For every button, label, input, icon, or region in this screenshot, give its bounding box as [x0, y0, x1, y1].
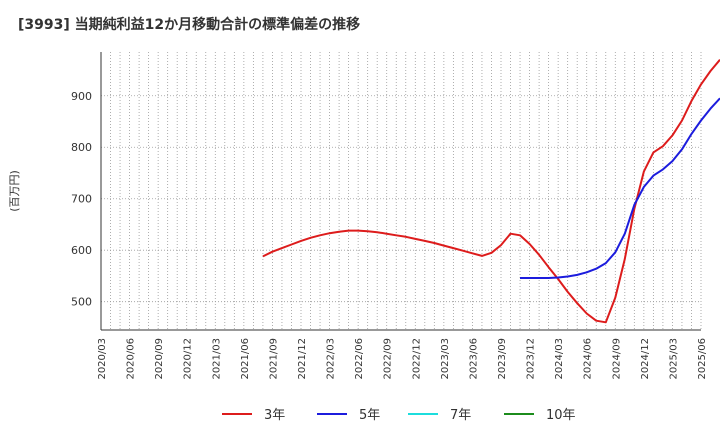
x-tick-label: 2020/09: [154, 338, 165, 380]
legend-label: 7年: [450, 408, 471, 423]
x-tick-label: 2023/06: [468, 338, 479, 380]
y-tick-label: 900: [71, 90, 92, 103]
x-tick-label: 2023/09: [497, 338, 508, 380]
legend-item: 7年: [408, 408, 471, 423]
chart-title: [3993] 当期純利益12か月移動合計の標準偏差の推移: [18, 17, 361, 33]
x-tick-label: 2024/09: [611, 338, 622, 380]
legend-item: 5年: [317, 408, 380, 423]
axes: [100, 52, 701, 331]
series-lines: [262, 59, 720, 324]
x-tick-label: 2020/03: [97, 338, 108, 380]
x-tick-label: 2021/09: [268, 338, 279, 380]
legend-label: 3年: [264, 408, 285, 423]
x-tick-label: 2020/12: [183, 338, 194, 380]
x-tick-label: 2022/03: [326, 338, 337, 380]
x-tick-label: 2024/06: [583, 338, 594, 380]
x-tick-label: 2021/12: [297, 338, 308, 380]
x-tick-labels: 2020/03 2020/06 2020/09 2020/12 2021/03 2021/…: [97, 338, 708, 380]
y-tick-label: 800: [71, 141, 92, 154]
plot-area: [101, 52, 701, 330]
x-tick-label: 2020/06: [126, 338, 137, 380]
legend-item: 3年: [222, 408, 285, 423]
y-tick-label: 600: [71, 244, 92, 257]
x-tick-label: 2022/09: [383, 338, 394, 380]
series-line-3年: [262, 59, 720, 324]
y-tick-label: 700: [71, 193, 92, 206]
x-tick-label: 2022/12: [411, 338, 422, 380]
x-tick-label: 2023/03: [440, 338, 451, 380]
legend-item: 10年: [504, 408, 576, 423]
x-tick-label: 2021/03: [211, 338, 222, 380]
y-axis-label: (百万円): [8, 170, 21, 212]
x-tick-label: 2025/06: [697, 338, 708, 380]
x-tick-label: 2024/12: [640, 338, 651, 380]
legend-label: 5年: [359, 408, 380, 423]
x-tick-label: 2022/06: [354, 338, 365, 380]
x-tick-label: 2025/03: [668, 338, 679, 380]
x-tick-label: 2021/06: [240, 338, 251, 380]
grid-lines: [100, 52, 702, 330]
legend: 3年 5年 7年 10年: [222, 408, 576, 423]
y-tick-labels: 500 600 700 800 900: [71, 90, 92, 309]
x-tick-label: 2024/03: [554, 338, 565, 380]
legend-label: 10年: [546, 408, 576, 423]
y-tick-label: 500: [71, 296, 92, 309]
x-tick-label: 2023/12: [526, 338, 537, 380]
series-line-5年: [520, 97, 720, 279]
